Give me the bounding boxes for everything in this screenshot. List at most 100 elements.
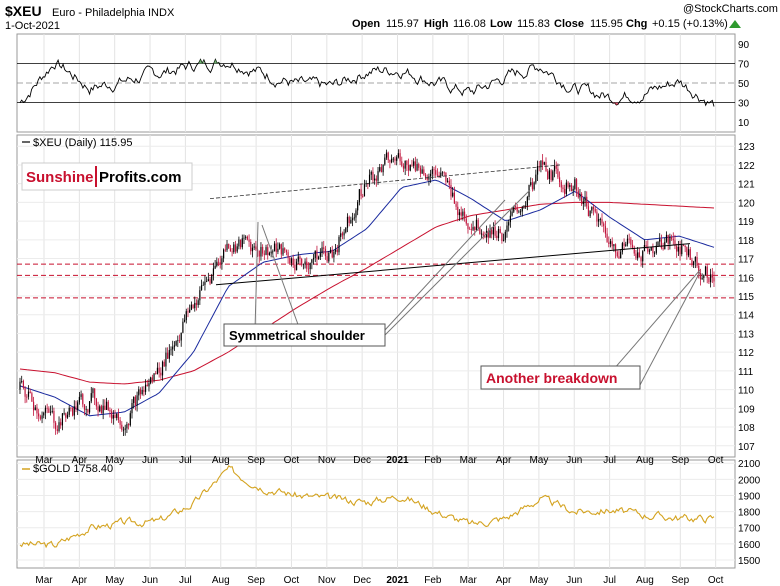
candle-body xyxy=(375,178,377,181)
rsi-overbought-fill xyxy=(217,62,219,64)
rsi-overbought-fill xyxy=(215,59,218,64)
candle-body xyxy=(328,252,330,262)
candle-body xyxy=(501,233,503,241)
candle-body xyxy=(233,244,235,253)
candle-body xyxy=(587,206,590,217)
candle-body xyxy=(21,381,23,382)
candle-body xyxy=(260,247,262,257)
candle-body xyxy=(129,413,131,426)
candle-body xyxy=(711,274,713,278)
candle-body xyxy=(306,261,308,269)
candle-body xyxy=(379,167,381,172)
candle-body xyxy=(204,281,206,285)
candle-body xyxy=(424,174,427,178)
candle-body xyxy=(53,410,55,423)
price-legend: $XEU (Daily) 115.95 xyxy=(33,137,132,149)
candle-body xyxy=(564,188,566,194)
candle-body xyxy=(127,423,130,426)
candle-body xyxy=(202,284,204,286)
candle-body xyxy=(443,172,445,174)
candle-body xyxy=(631,244,634,248)
candle-body xyxy=(418,164,420,168)
candle-body xyxy=(433,169,435,171)
candle-body xyxy=(268,252,271,256)
x-tick-label: 2021 xyxy=(386,455,409,466)
candle-body xyxy=(311,259,313,263)
candle-body xyxy=(542,160,544,165)
candle-body xyxy=(211,274,213,284)
annotation-connector xyxy=(384,189,531,336)
annotation-shoulder-text: Symmetrical shoulder xyxy=(229,328,365,343)
candle-body xyxy=(463,211,466,219)
candle-body xyxy=(206,281,208,282)
candle-body xyxy=(304,261,306,265)
x-tick-label: Jun xyxy=(566,575,582,586)
candle-body xyxy=(550,170,552,181)
candle-body xyxy=(243,237,245,239)
high-value: 116.08 xyxy=(453,18,486,30)
price-tick-label: 113 xyxy=(738,329,754,340)
symbol-name: Euro - Philadelphia INDX xyxy=(52,7,175,19)
candle-body xyxy=(710,274,712,283)
x-tick-label: Apr xyxy=(72,455,88,466)
candle-body xyxy=(435,170,437,175)
candle-body xyxy=(382,164,384,173)
candle-body xyxy=(396,157,398,161)
candle-body xyxy=(279,244,281,249)
candle-body xyxy=(292,258,294,265)
candle-body xyxy=(273,243,276,251)
x-tick-label: Mar xyxy=(35,455,53,466)
candle-body xyxy=(180,332,182,341)
candle-body xyxy=(431,169,433,174)
gold-plot xyxy=(19,465,715,549)
rsi-panel xyxy=(16,33,736,133)
candle-body xyxy=(598,219,600,222)
candle-body xyxy=(513,206,515,212)
candle-body xyxy=(324,248,327,257)
x-tick-label: Jul xyxy=(603,575,616,586)
candle-body xyxy=(416,164,418,171)
candle-body xyxy=(453,192,455,204)
up-arrow-icon xyxy=(729,20,741,28)
candle-body xyxy=(409,164,411,171)
candle-body xyxy=(423,169,425,175)
candle-body xyxy=(446,180,449,182)
candle-body xyxy=(357,202,359,211)
x-tick-label: 2021 xyxy=(386,575,409,586)
candle-body xyxy=(370,171,372,175)
candle-body xyxy=(31,393,33,402)
candle-body xyxy=(85,409,87,411)
candle-body xyxy=(141,389,143,395)
open-value: 115.97 xyxy=(386,18,419,30)
candle-body xyxy=(153,373,155,380)
candle-body xyxy=(704,266,707,275)
candle-body xyxy=(77,402,79,410)
candle-body xyxy=(385,152,388,158)
price-tick-label: 109 xyxy=(738,404,755,415)
candle-body xyxy=(684,245,686,248)
candle-body xyxy=(511,211,513,216)
candle-body xyxy=(27,391,30,397)
x-tick-label: Aug xyxy=(636,455,654,466)
candle-body xyxy=(190,304,192,310)
candle-body xyxy=(323,247,325,249)
candle-body xyxy=(165,352,167,367)
candle-body xyxy=(391,158,393,163)
candle-body xyxy=(19,381,21,390)
candle-body xyxy=(312,257,315,260)
gold-tick-label: 2100 xyxy=(738,459,761,470)
candle-body xyxy=(258,250,260,257)
candle-body xyxy=(314,250,316,258)
candle-body xyxy=(255,246,257,250)
candle-body xyxy=(372,171,374,181)
candle-body xyxy=(377,171,379,181)
candle-body xyxy=(608,242,610,244)
x-tick-label: Dec xyxy=(353,575,371,586)
candle-body xyxy=(572,188,574,192)
candle-body xyxy=(496,235,498,238)
candle-body xyxy=(102,405,104,414)
candle-body xyxy=(43,412,45,416)
candle-body xyxy=(160,372,162,376)
candle-body xyxy=(474,227,476,231)
